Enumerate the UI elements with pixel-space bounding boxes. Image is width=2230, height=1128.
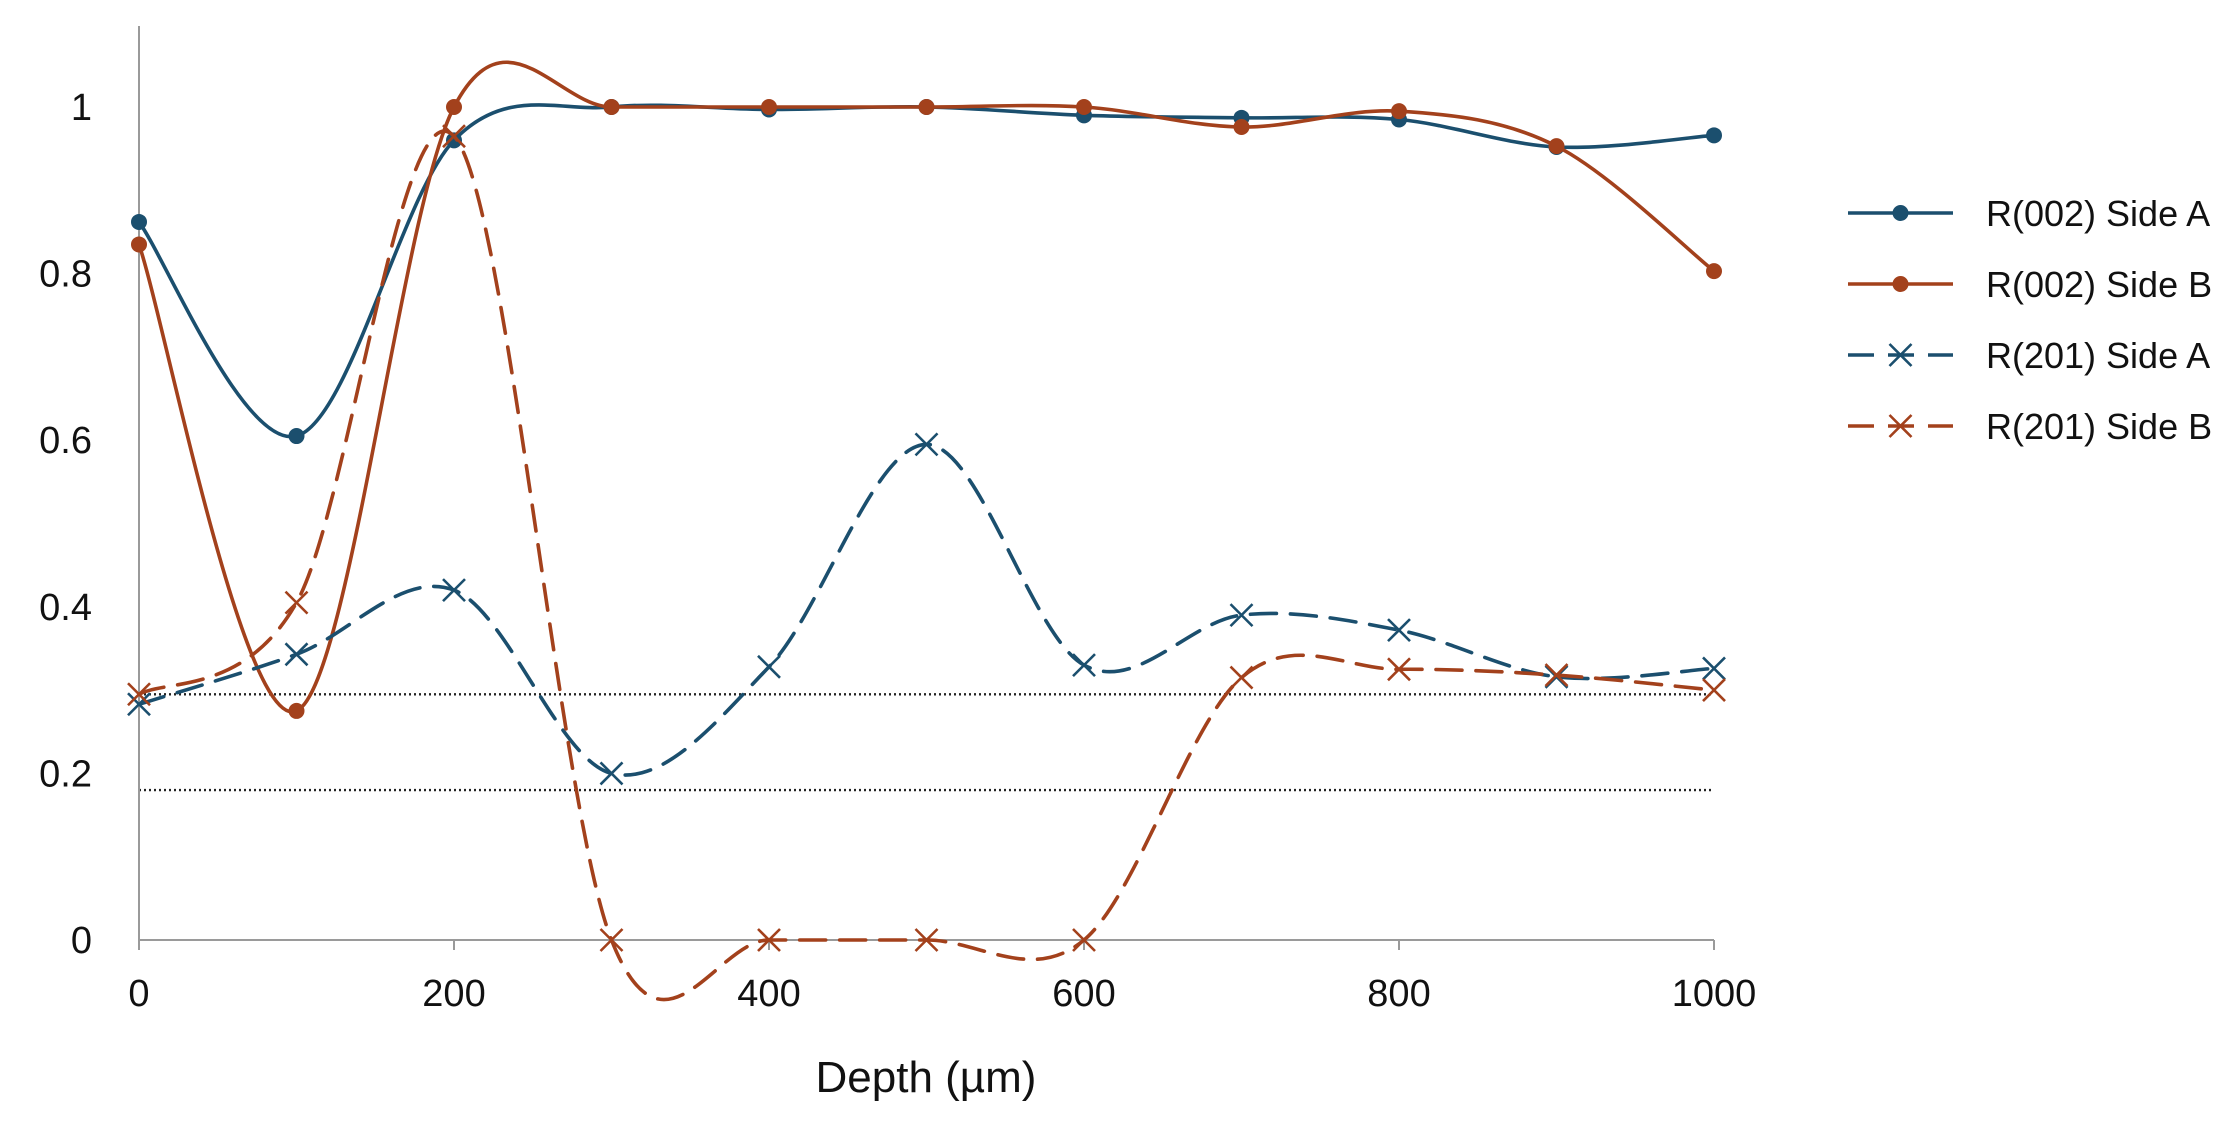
series-line-r-002-side-a	[137, 103, 1716, 439]
x-axis-title: Depth (µm)	[816, 1053, 1037, 1102]
data-point-r-201-side-b	[757, 928, 781, 952]
data-point-r-201-side-b	[1544, 663, 1569, 688]
x-tick-label: 400	[737, 973, 800, 1015]
legend-marker	[1888, 343, 1913, 367]
data-point-r-201-side-a	[442, 578, 466, 603]
series-r-201-side-a	[127, 432, 1726, 786]
y-tick-label: 0.8	[39, 254, 92, 296]
axes	[138, 26, 1714, 941]
data-point-r-002-side-b	[761, 99, 777, 115]
y-axis-ticks: 0 0.2 0.4 0.6 0.8 1	[39, 87, 92, 962]
series-layer	[127, 60, 1726, 1002]
legend-marker	[1888, 414, 1913, 438]
data-point-r-201-side-a	[127, 692, 151, 717]
x-tick-label: 200	[422, 973, 485, 1015]
data-point-r-201-side-a	[284, 642, 309, 667]
data-point-r-002-side-a	[131, 213, 147, 230]
data-point-r-002-side-a	[446, 132, 462, 149]
data-point-r-201-side-a	[1072, 653, 1096, 678]
series-r-002-side-a	[131, 99, 1722, 445]
legend-label: R(002) Side B	[1986, 264, 2212, 305]
data-point-r-002-side-a	[288, 428, 305, 445]
y-tick-label: 0.4	[39, 587, 92, 629]
legend: R(002) Side A R(002) Side B R(201) Side A R…	[1848, 193, 2212, 447]
legend-label: R(201) Side A	[1986, 335, 2210, 376]
series-line-r-002-side-b	[137, 60, 1716, 714]
data-point-r-201-side-a	[914, 432, 939, 457]
y-tick-label: 0	[71, 920, 92, 962]
series-r-201-side-b	[127, 124, 1726, 1002]
legend-label: R(002) Side A	[1986, 193, 2210, 234]
data-point-r-002-side-b	[603, 99, 620, 115]
data-point-r-201-side-b	[599, 928, 624, 952]
data-point-r-201-side-b	[442, 124, 466, 149]
data-point-r-002-side-a	[1706, 127, 1722, 144]
x-tick-label: 600	[1052, 973, 1115, 1015]
series-r-002-side-b	[131, 60, 1722, 719]
data-point-r-201-side-a	[1229, 603, 1254, 628]
x-tick-label: 0	[128, 973, 149, 1015]
data-point-r-002-side-b	[131, 236, 147, 253]
legend-marker	[1892, 276, 1909, 292]
x-axis-ticks: 0 200 400 600 800 1000	[128, 940, 1756, 1015]
data-point-r-201-side-b	[1702, 678, 1726, 703]
data-point-r-201-side-a	[1702, 656, 1726, 681]
x-tick-label: 800	[1367, 973, 1430, 1015]
data-point-r-201-side-a	[757, 654, 781, 679]
y-tick-label: 0.6	[39, 420, 92, 462]
data-point-r-002-side-b	[1076, 99, 1092, 115]
data-point-r-201-side-b	[1387, 657, 1411, 682]
data-point-r-201-side-a	[599, 761, 624, 786]
series-line-r-201-side-b	[137, 129, 1716, 1002]
data-point-r-201-side-b	[284, 590, 309, 615]
legend-item-r-002-side-a: R(002) Side A	[1848, 193, 2210, 234]
data-point-r-002-side-b	[918, 99, 935, 115]
reference-lines	[139, 693, 1714, 792]
series-line-r-201-side-a	[137, 442, 1716, 777]
legend-item-r-201-side-a: R(201) Side A	[1848, 335, 2210, 376]
data-point-r-002-side-b	[1233, 118, 1250, 135]
data-point-r-002-side-b	[1706, 263, 1722, 280]
legend-label: R(201) Side B	[1986, 406, 2212, 447]
data-point-r-201-side-b	[127, 682, 151, 707]
legend-item-r-201-side-b: R(201) Side B	[1848, 406, 2212, 447]
data-point-r-201-side-b	[1072, 928, 1096, 952]
data-point-r-002-side-b	[1391, 103, 1407, 120]
data-point-r-002-side-b	[288, 702, 305, 719]
x-tick-label: 1000	[1672, 973, 1757, 1015]
y-tick-label: 1	[71, 87, 92, 129]
legend-item-r-002-side-b: R(002) Side B	[1848, 264, 2212, 305]
data-point-r-201-side-b	[1229, 665, 1254, 690]
legend-marker	[1892, 205, 1909, 221]
data-point-r-201-side-b	[914, 928, 939, 952]
y-tick-label: 0.2	[39, 753, 92, 795]
data-point-r-002-side-b	[446, 99, 462, 115]
data-point-r-002-side-b	[1548, 138, 1565, 155]
data-point-r-201-side-a	[1387, 618, 1411, 643]
